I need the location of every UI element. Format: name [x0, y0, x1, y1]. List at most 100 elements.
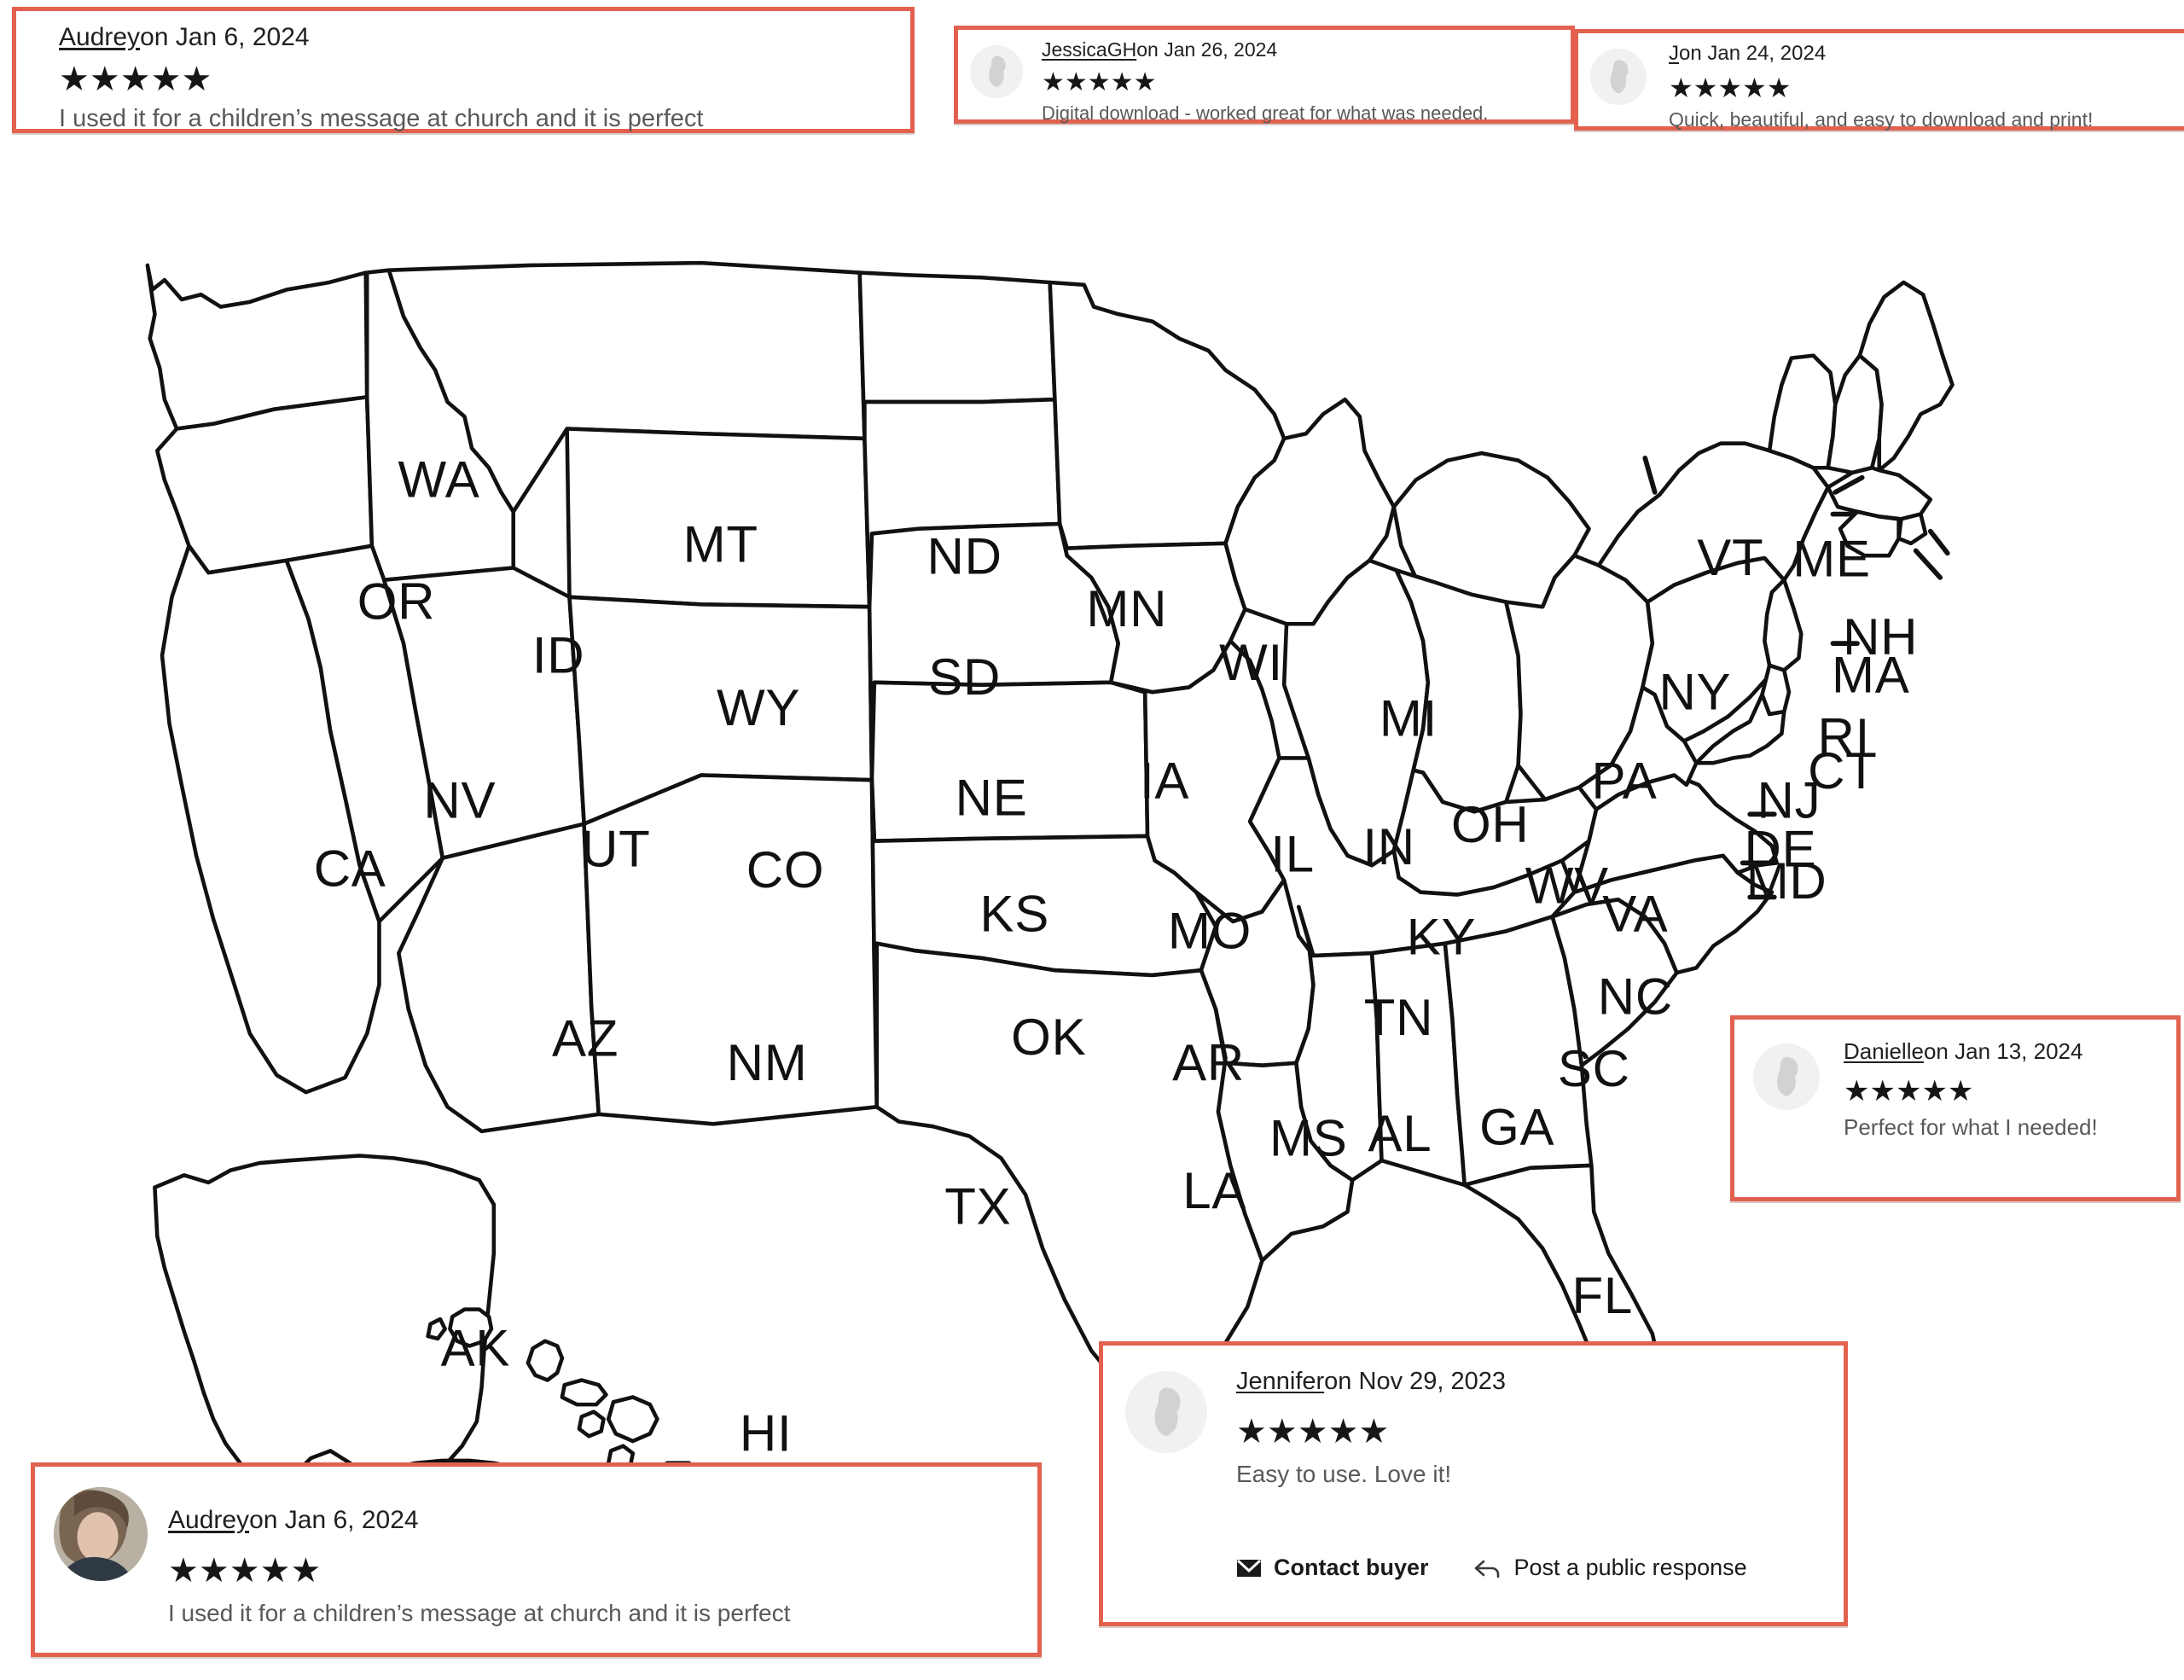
state-label-ut: UT: [581, 821, 650, 878]
review-header: Jon Jan 24, 2024: [1669, 42, 2184, 66]
avatar-placeholder-person-icon: [1590, 49, 1647, 105]
reviewer-name-link[interactable]: JessicaGH: [1042, 38, 1137, 61]
state-label-ms: MS: [1269, 1109, 1347, 1166]
review-header: Danielleon Jan 13, 2024: [1844, 1038, 2176, 1065]
state-label-in: IN: [1362, 818, 1414, 875]
reply-arrow-icon: [1473, 1558, 1502, 1578]
state-label-nd: ND: [927, 528, 1002, 585]
review-date-prefix: on: [140, 23, 169, 51]
state-label-ne: NE: [956, 770, 1028, 827]
review-text: I used it for a children’s message at ch…: [59, 105, 704, 132]
state-label-co: CO: [746, 841, 824, 898]
state-label-mi: MI: [1380, 690, 1438, 747]
review-date: Jan 6, 2024: [175, 23, 310, 51]
reviewer-name-link[interactable]: J: [1669, 42, 1679, 65]
review-card-danielle[interactable]: Danielleon Jan 13, 2024 ★★★★★ Perfect fo…: [1730, 1015, 2181, 1201]
state-label-la: LA: [1182, 1162, 1246, 1219]
review-card-audrey-bottom[interactable]: Audreyon Jan 6, 2024 ★★★★★ I used it for…: [31, 1462, 1042, 1657]
avatar-placeholder-person-icon: [1753, 1043, 1820, 1110]
state-label-ky: KY: [1407, 909, 1476, 966]
star-rating: ★★★★★: [1844, 1075, 1974, 1107]
state-label-de: DE: [1745, 821, 1817, 878]
review-date-prefix: on: [1923, 1038, 1949, 1064]
review-date-prefix: on: [1136, 38, 1159, 61]
review-body: Audreyon Jan 6, 2024 ★★★★★ I used it for…: [168, 1482, 1037, 1627]
state-label-ia: IA: [1140, 753, 1189, 810]
review-text: Perfect for what I needed!: [1844, 1114, 2098, 1140]
state-label-wa: WA: [398, 451, 480, 509]
review-date: Jan 13, 2024: [1955, 1038, 2083, 1064]
star-rating: ★★★★★: [59, 61, 212, 98]
state-label-wy: WY: [717, 679, 800, 736]
review-body: JessicaGHon Jan 26, 2024 ★★★★★ Digital d…: [1042, 38, 1571, 125]
reviewer-name-link[interactable]: Danielle: [1844, 1038, 1924, 1064]
post-public-response-button[interactable]: Post a public response: [1473, 1555, 1747, 1581]
review-text: I used it for a children’s message at ch…: [168, 1600, 791, 1626]
state-label-mn: MN: [1086, 580, 1167, 637]
state-label-oh: OH: [1451, 796, 1529, 853]
review-header: Audreyon Jan 6, 2024: [59, 23, 310, 52]
avatar-placeholder-person-icon: [1125, 1371, 1207, 1453]
state-label-vt: VT: [1697, 529, 1763, 586]
state-label-ca: CA: [314, 840, 386, 898]
state-label-il: IL: [1270, 825, 1314, 882]
review-card-j[interactable]: Jon Jan 24, 2024 ★★★★★ Quick, beautiful,…: [1574, 29, 2184, 131]
review-date-prefix: on: [1324, 1368, 1352, 1395]
state-label-al: AL: [1368, 1105, 1432, 1162]
state-label-sd: SD: [928, 648, 1001, 706]
state-label-nm: NM: [727, 1034, 808, 1091]
state-label-ok: OK: [1011, 1009, 1086, 1066]
review-body: Jon Jan 24, 2024 ★★★★★ Quick, beautiful,…: [1669, 42, 2184, 131]
state-label-or: OR: [357, 573, 435, 631]
review-actions: Contact buyer Post a public response: [1236, 1555, 1844, 1581]
reviewer-name-link[interactable]: Audrey: [59, 23, 141, 51]
review-header: JessicaGHon Jan 26, 2024: [1042, 38, 1571, 61]
state-label-mt: MT: [683, 515, 758, 573]
state-label-ga: GA: [1479, 1099, 1554, 1156]
envelope-icon: [1236, 1558, 1262, 1578]
star-rating: ★★★★★: [1042, 68, 1157, 96]
state-label-id: ID: [532, 626, 584, 683]
state-label-mo: MO: [1168, 902, 1252, 959]
contact-buyer-button[interactable]: Contact buyer: [1236, 1555, 1429, 1581]
reviewer-name-link[interactable]: Audrey: [168, 1506, 250, 1534]
state-label-wv: WV: [1525, 857, 1609, 915]
review-card-content: Audreyon Jan 6, 2024 ★★★★★ I used it for…: [16, 11, 910, 132]
review-card-content: Danielleon Jan 13, 2024 ★★★★★ Perfect fo…: [1734, 1020, 2176, 1197]
state-label-nh: NH: [1843, 608, 1918, 666]
review-text: Quick, beautiful, and easy to download a…: [1669, 108, 2094, 131]
review-text: Easy to use. Love it!: [1236, 1461, 1452, 1487]
star-rating: ★★★★★: [1236, 1413, 1390, 1450]
state-label-va: VA: [1602, 885, 1668, 942]
state-label-ri: RI: [1818, 708, 1870, 765]
state-label-ct: CT: [1808, 742, 1877, 799]
review-header: Audreyon Jan 6, 2024: [168, 1506, 1037, 1535]
review-card-content: JessicaGHon Jan 26, 2024 ★★★★★ Digital d…: [958, 30, 1571, 124]
review-date-prefix: on: [1679, 42, 1702, 65]
state-label-me: ME: [1792, 530, 1870, 587]
state-label-nv: NV: [423, 772, 496, 829]
state-label-fl: FL: [1572, 1267, 1633, 1324]
state-label-pa: PA: [1591, 753, 1657, 810]
map-state-labels: WA OR ID MT WY NV CA UT CO AZ NM TX ND SD NE KS OK MN IA MO…: [314, 451, 1918, 1462]
state-label-sc: SC: [1558, 1040, 1630, 1097]
map-leader-lines: [1642, 455, 1950, 900]
review-date: Jan 6, 2024: [284, 1506, 419, 1534]
review-card-content: Jenniferon Nov 29, 2023 ★★★★★ Easy to us…: [1103, 1346, 1844, 1622]
reviewer-name-link[interactable]: Jennifer: [1236, 1368, 1325, 1395]
review-date: Jan 26, 2024: [1164, 38, 1278, 61]
avatar-placeholder-person-icon: [970, 45, 1023, 98]
review-card-jessicagh[interactable]: JessicaGHon Jan 26, 2024 ★★★★★ Digital d…: [954, 26, 1575, 124]
state-label-md: MD: [1746, 852, 1827, 910]
review-header: Jenniferon Nov 29, 2023: [1236, 1368, 1844, 1396]
contact-buyer-label: Contact buyer: [1274, 1555, 1429, 1580]
state-label-ny: NY: [1658, 663, 1731, 720]
state-label-hi: HI: [740, 1404, 792, 1462]
review-card-content: Audreyon Jan 6, 2024 ★★★★★ I used it for…: [35, 1467, 1037, 1653]
review-body: Danielleon Jan 13, 2024 ★★★★★ Perfect fo…: [1844, 1038, 2176, 1141]
review-card-jennifer[interactable]: Jenniferon Nov 29, 2023 ★★★★★ Easy to us…: [1099, 1341, 1848, 1626]
review-card-audrey-top[interactable]: Audreyon Jan 6, 2024 ★★★★★ I used it for…: [12, 7, 915, 133]
state-label-ar: AR: [1172, 1034, 1245, 1091]
